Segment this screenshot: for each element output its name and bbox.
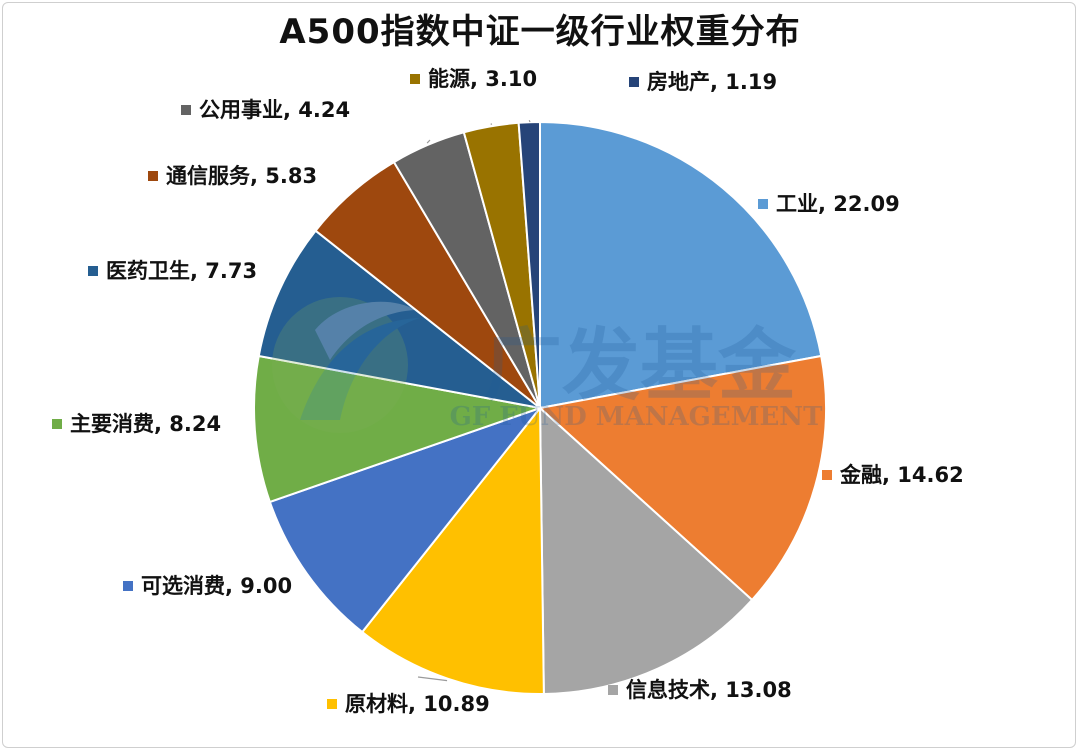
leader-line (528, 119, 531, 123)
slice-label: 工业, 22.09 (776, 192, 900, 216)
slice-label-marker (629, 77, 639, 87)
slice-label-marker (52, 419, 62, 429)
pie-slice (517, 120, 541, 409)
slice-label-marker (123, 581, 133, 591)
slice-label-marker (758, 199, 768, 209)
gf-logo-icon (272, 297, 420, 433)
pie-slice (537, 354, 827, 602)
slice-label: 可选消费, 9.00 (141, 574, 292, 598)
slice-label-marker (608, 685, 618, 695)
slice-label: 原材料, 10.89 (345, 692, 490, 716)
slice-label-marker (181, 105, 191, 115)
watermark-title: 广发基金 (484, 320, 797, 411)
pie-slice (268, 405, 543, 634)
watermark-logo: 广发基金 GF FUND MANAGEMENT (272, 297, 823, 433)
slice-label-marker (822, 470, 832, 480)
pie-slice (539, 120, 823, 410)
slice-label: 医药卫生, 7.73 (106, 259, 257, 283)
chart-title: A500指数中证一级行业权重分布 (279, 12, 801, 52)
leader-line (426, 139, 431, 144)
slice-label: 通信服务, 5.83 (166, 164, 317, 188)
slice-label-marker (88, 266, 98, 276)
pie-slice (257, 229, 541, 409)
pie-slices (253, 120, 827, 695)
pie-slice (360, 405, 545, 695)
slice-label-marker (327, 699, 337, 709)
slice-label: 房地产, 1.19 (647, 70, 777, 94)
watermark-subtitle: GF FUND MANAGEMENT (450, 402, 823, 432)
leader-lines (417, 119, 531, 682)
pie-slice (538, 405, 754, 695)
pie-slice (253, 354, 544, 504)
slice-label: 能源, 3.10 (428, 67, 537, 91)
slice-labels: 工业, 22.09 金融, 14.62 信息技术, 13.08 原材料, 10.89 可… (52, 67, 964, 716)
slice-label: 金融, 14.62 (839, 463, 964, 487)
leader-line (417, 676, 448, 682)
slice-label: 公用事业, 4.24 (199, 98, 350, 122)
slice-label: 主要消费, 8.24 (70, 412, 221, 436)
slice-label-marker (410, 74, 420, 84)
slice-label: 信息技术, 13.08 (626, 678, 792, 702)
slice-label-marker (148, 171, 158, 181)
